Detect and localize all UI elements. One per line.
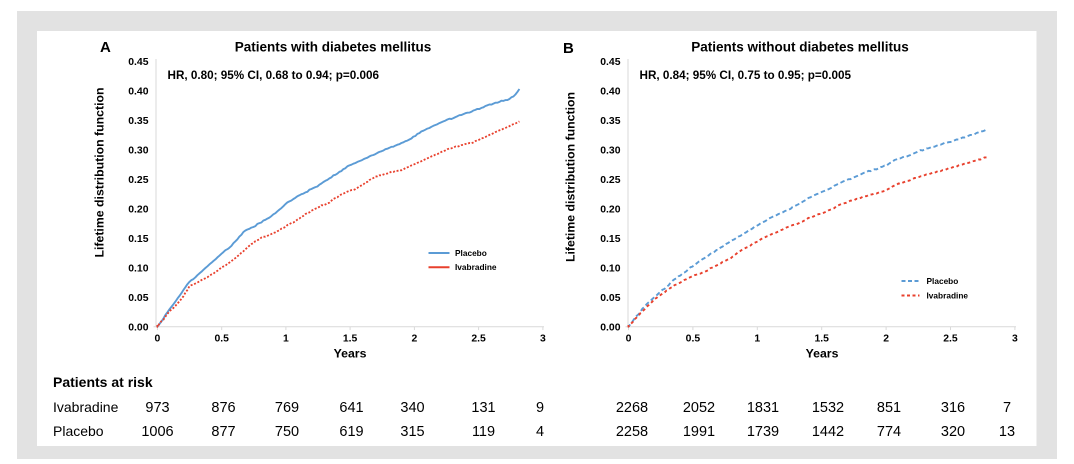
svg-text:Placebo: Placebo [927,276,959,286]
svg-text:641: 641 [339,400,363,416]
svg-text:Ivabradine: Ivabradine [455,262,497,272]
svg-text:0.25: 0.25 [600,175,620,186]
svg-text:Lifetime distribution functio: Lifetime distribution function [564,92,578,262]
svg-text:Patients with diabetes mellitu: Patients with diabetes mellitus [235,40,432,55]
svg-text:0.05: 0.05 [128,293,148,304]
svg-text:7: 7 [1003,400,1011,416]
svg-text:B: B [563,40,574,57]
svg-text:Patients at risk: Patients at risk [53,374,153,390]
svg-text:0.20: 0.20 [600,205,620,216]
svg-text:340: 340 [400,400,424,416]
svg-text:0.15: 0.15 [600,234,620,245]
svg-text:0.45: 0.45 [128,57,148,68]
svg-text:HR, 0.84; 95% CI, 0.75 to 0.95: HR, 0.84; 95% CI, 0.75 to 0.95; p=0.005 [640,69,852,82]
svg-text:851: 851 [877,400,901,416]
svg-text:320: 320 [941,424,965,440]
svg-text:0.10: 0.10 [600,264,620,275]
svg-text:0.25: 0.25 [128,175,148,186]
svg-text:1991: 1991 [683,424,715,440]
svg-text:0.30: 0.30 [600,145,620,156]
svg-text:0.5: 0.5 [686,333,701,344]
svg-text:2258: 2258 [616,424,648,440]
svg-text:Years: Years [806,347,839,361]
svg-text:1.5: 1.5 [814,333,829,344]
svg-text:0: 0 [626,333,632,344]
svg-text:2052: 2052 [683,400,715,416]
svg-text:Patients without diabetes mell: Patients without diabetes mellitus [691,40,909,55]
svg-text:0.30: 0.30 [128,145,148,156]
svg-text:0.00: 0.00 [600,323,620,334]
svg-text:750: 750 [275,424,299,440]
svg-text:0.20: 0.20 [128,205,148,216]
svg-text:0.45: 0.45 [600,57,620,68]
svg-text:2.5: 2.5 [943,333,958,344]
svg-text:Placebo: Placebo [53,423,104,439]
svg-text:0.40: 0.40 [600,86,620,97]
svg-text:315: 315 [400,424,424,440]
svg-text:0.15: 0.15 [128,234,148,245]
svg-text:2: 2 [883,333,889,344]
svg-text:4: 4 [536,424,544,440]
svg-text:1: 1 [754,333,760,344]
svg-text:2268: 2268 [616,400,648,416]
svg-text:0.5: 0.5 [214,333,229,344]
svg-text:131: 131 [471,400,495,416]
svg-text:973: 973 [145,400,169,416]
svg-text:1: 1 [283,333,289,344]
svg-text:1006: 1006 [141,424,173,440]
svg-text:Ivabradine: Ivabradine [927,290,969,300]
svg-text:3: 3 [1012,333,1018,344]
svg-text:3: 3 [540,333,546,344]
svg-text:0.35: 0.35 [600,116,620,127]
svg-text:1.5: 1.5 [343,333,358,344]
svg-text:0.00: 0.00 [128,323,148,334]
svg-text:9: 9 [536,400,544,416]
svg-text:0.35: 0.35 [128,116,148,127]
svg-text:1739: 1739 [747,424,779,440]
svg-text:A: A [100,39,111,56]
svg-text:1442: 1442 [812,424,844,440]
svg-text:316: 316 [941,400,965,416]
svg-text:769: 769 [275,400,299,416]
svg-text:0: 0 [155,333,161,344]
svg-text:Placebo: Placebo [455,248,487,258]
svg-text:0.10: 0.10 [128,264,148,275]
svg-text:1831: 1831 [747,400,779,416]
svg-text:619: 619 [339,424,363,440]
svg-text:119: 119 [472,424,495,440]
svg-text:1532: 1532 [812,400,844,416]
svg-text:Years: Years [334,347,367,361]
svg-text:0.05: 0.05 [600,293,620,304]
svg-text:Ivabradine: Ivabradine [53,399,119,415]
svg-text:0.40: 0.40 [128,86,148,97]
svg-text:Lifetime distribution function: Lifetime distribution function [93,87,107,257]
svg-text:877: 877 [211,424,235,440]
svg-text:2.5: 2.5 [471,333,486,344]
svg-text:774: 774 [877,424,901,440]
svg-text:HR, 0.80; 95% CI, 0.68 to 0.94: HR, 0.80; 95% CI, 0.68 to 0.94; p=0.006 [168,69,380,82]
svg-text:876: 876 [211,400,235,416]
svg-text:2: 2 [412,333,418,344]
svg-text:13: 13 [999,424,1015,440]
